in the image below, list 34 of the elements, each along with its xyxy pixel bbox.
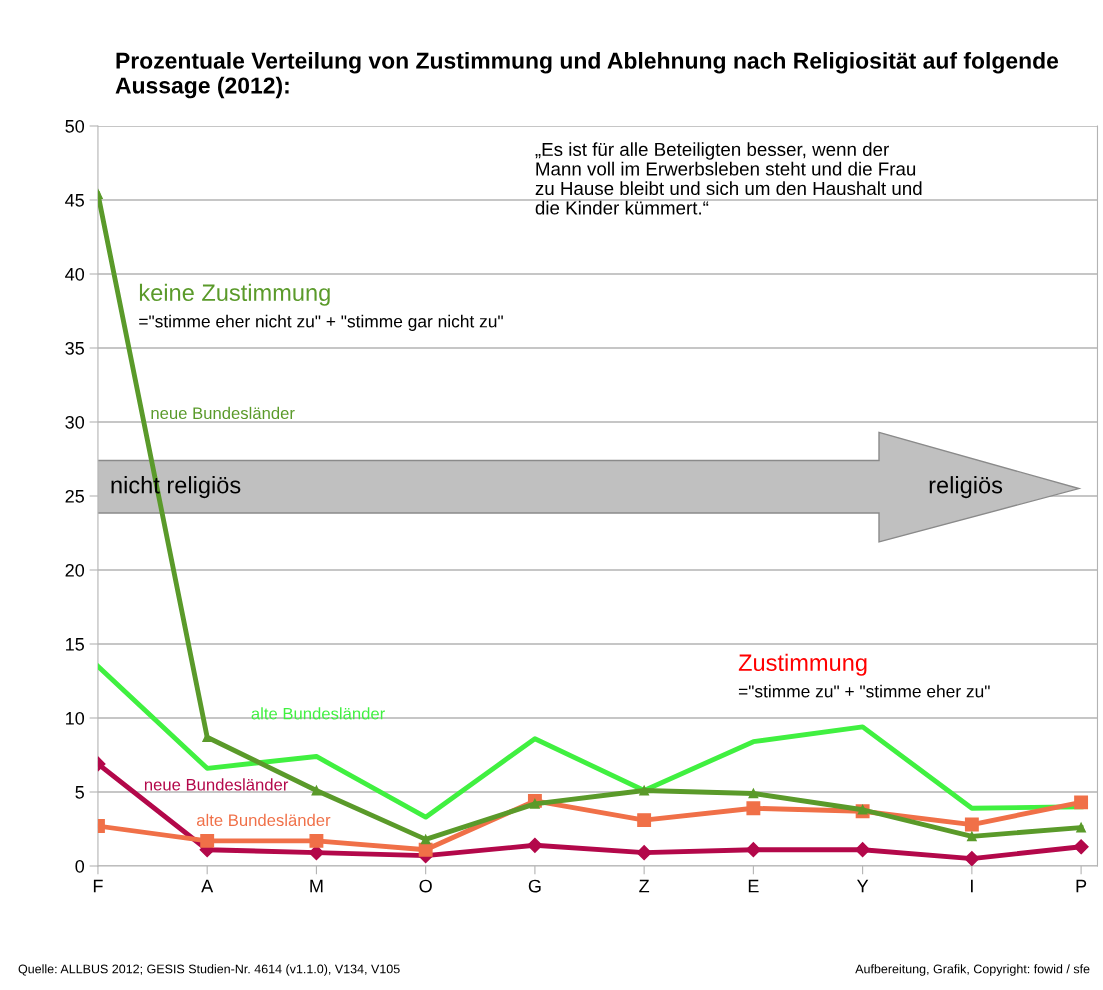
x-tick-label: A — [201, 879, 214, 893]
y-tick-label: 25 — [65, 489, 84, 503]
x-tick-label: G — [528, 879, 541, 893]
annotation: ="stimme zu" + "stimme eher zu" — [738, 684, 990, 698]
series-label: neue Bundesländer — [151, 406, 295, 420]
annotation: keine Zustimmung — [139, 283, 330, 306]
series-label: alte Bundesländer — [196, 813, 331, 827]
series-label: neue Bundesländer — [144, 778, 289, 791]
annotation: ="stimme eher nicht zu" + "stimme gar nicht zu" — [139, 314, 503, 331]
y-tick-label: 45 — [65, 194, 84, 207]
x-tick-label: Z — [639, 879, 650, 893]
text: Aufbereitung, Grafik, Copyright: fowid / sfe — [855, 964, 1090, 976]
y-tick-label: 15 — [66, 638, 84, 651]
x-tick-label: O — [419, 879, 432, 893]
y-tick-label: 0 — [75, 859, 85, 873]
x-tick-label: I — [971, 879, 973, 893]
y-tick-label: 35 — [65, 341, 84, 355]
y-tick-label: 30 — [65, 415, 85, 429]
x-tick-label: M — [310, 879, 323, 893]
y-tick-label: 20 — [65, 563, 85, 577]
x-tick-label: P — [1076, 879, 1087, 893]
y-tick-label: 40 — [65, 267, 85, 281]
text: alte Bundesländer — [251, 707, 385, 720]
source-note: Quelle: ALLBUS 2012; GESIS Studien-Nr. 4614 (v1.1.0), V134, V105 — [18, 964, 400, 976]
x-tick-label: F — [93, 879, 103, 893]
annotation: „Es ist für alle Beteiligten besser, wenn der Mann voll im Erwerbsleben steht und die Frau zu Hause bleibt und sich um den Haushalt und die Kinder kümmert.“ — [535, 142, 922, 215]
y-tick-label: 10 — [66, 711, 85, 725]
y-tick-label: 5 — [75, 786, 84, 799]
annotation: Zustimmung — [738, 653, 867, 676]
x-tick-label: Y — [857, 879, 869, 893]
x-tick-label: E — [748, 879, 759, 893]
chart-title: Prozentuale Verteilung von Zustimmung und Ablehnung nach Religiosität auf folgende Aussage (2012): — [115, 52, 1059, 99]
annotation: religiös — [929, 476, 1003, 499]
y-tick-label: 50 — [65, 119, 85, 133]
